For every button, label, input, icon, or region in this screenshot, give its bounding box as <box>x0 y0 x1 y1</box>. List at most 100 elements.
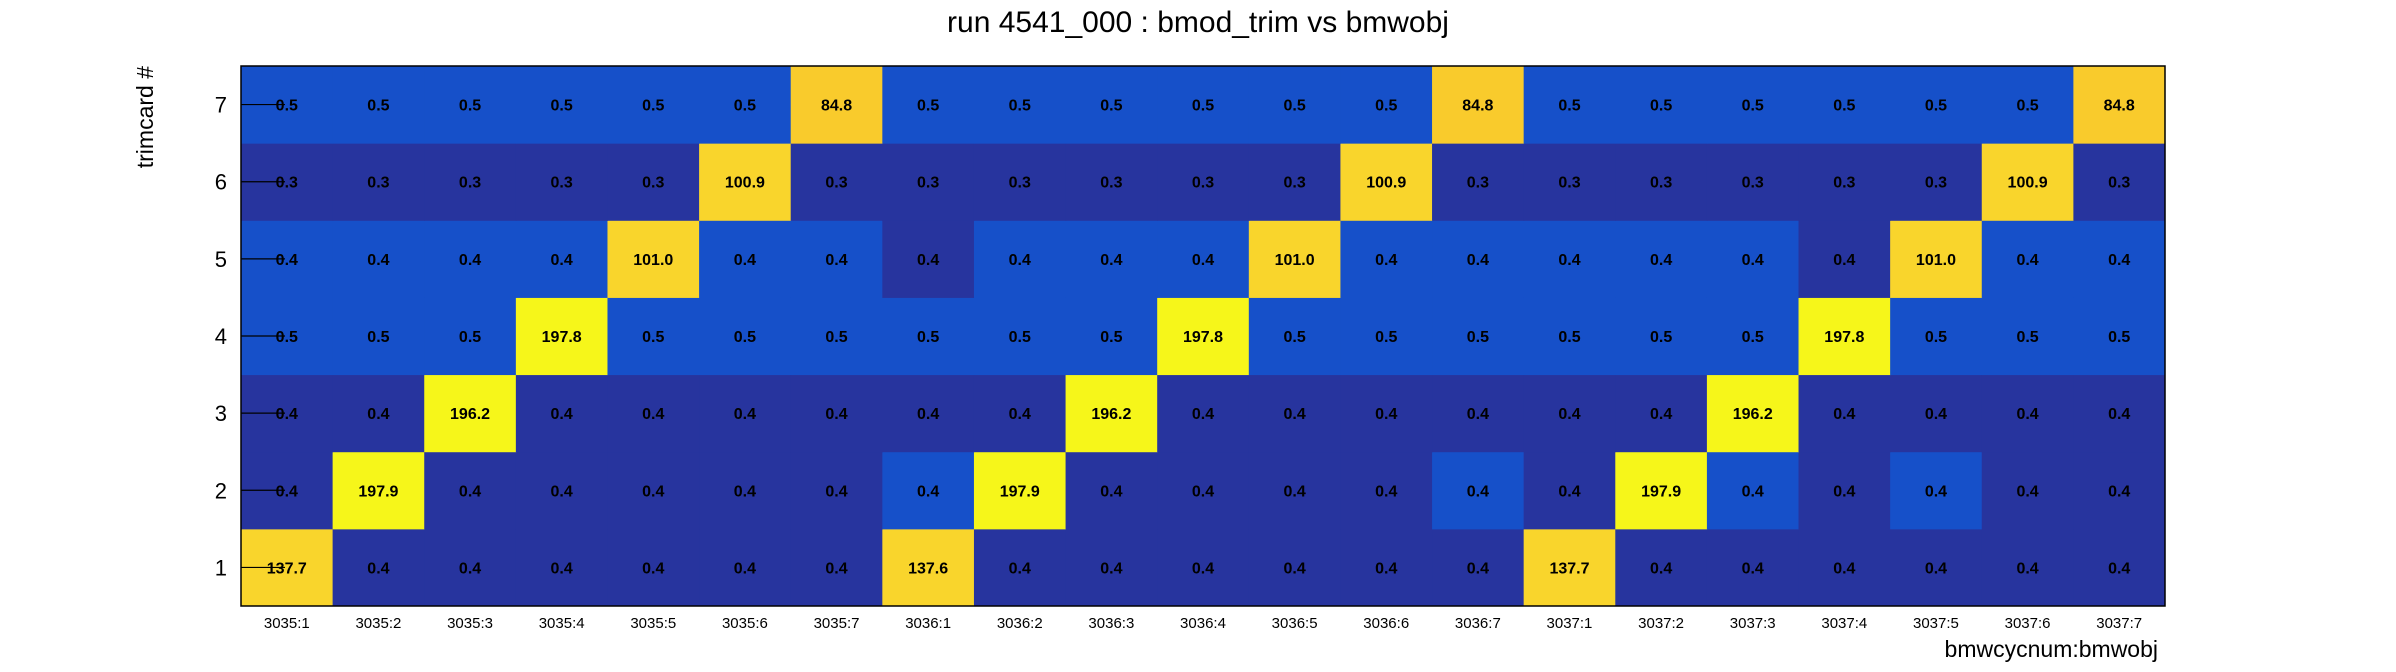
cell-value-label: 0.5 <box>642 98 664 115</box>
heatmap-cell <box>1248 66 1341 144</box>
x-tick-label: 3037:5 <box>1913 615 1959 632</box>
cell-value-label: 101.0 <box>1916 252 1956 269</box>
heatmap-cell <box>1890 220 1983 298</box>
heatmap-cell <box>424 528 517 607</box>
cell-value-label: 0.4 <box>917 406 939 423</box>
cell-value-label: 0.4 <box>917 483 939 500</box>
heatmap-cell <box>607 143 700 221</box>
x-tick-label: 3037:4 <box>1821 615 1867 632</box>
heatmap-cell <box>1157 220 1250 298</box>
cell-value-label: 0.4 <box>825 252 847 269</box>
y-tick-label: 6 <box>215 170 227 195</box>
heatmap-cell <box>790 143 883 221</box>
heatmap-cell <box>973 66 1067 144</box>
cell-value-label: 0.5 <box>1925 329 1947 346</box>
x-axis-title: bmwcycnum:bmwobj <box>1945 636 2158 662</box>
heatmap-cell <box>1890 297 1983 376</box>
cell-value-label: 0.5 <box>1558 98 1580 115</box>
heatmap-cell <box>790 66 883 144</box>
heatmap-cell <box>1157 66 1250 144</box>
heatmap-cell <box>332 143 425 221</box>
heatmap-cell <box>1798 220 1891 298</box>
heatmap-cell <box>607 528 700 607</box>
cell-value-label: 0.5 <box>2016 329 2038 346</box>
heatmap-cell <box>790 451 883 530</box>
cell-value-label: 0.4 <box>734 483 756 500</box>
chart-title: run 4541_000 : bmod_trim vs bmwobj <box>947 6 1449 39</box>
heatmap-cell <box>1981 451 2074 530</box>
cell-value-label: 0.5 <box>1009 329 1031 346</box>
heatmap-cell <box>424 297 517 376</box>
heatmap-cell <box>1248 528 1341 607</box>
cell-value-label: 0.4 <box>1558 252 1580 269</box>
heatmap-cell <box>1432 220 1525 298</box>
heatmap-cell <box>1340 451 1433 530</box>
cell-value-label: 0.4 <box>1833 406 1855 423</box>
y-tick-label: 2 <box>215 478 227 503</box>
cell-value-label: 0.5 <box>734 329 756 346</box>
cell-value-label: 0.4 <box>551 483 573 500</box>
heatmap-cell <box>332 220 425 298</box>
heatmap-cell <box>973 143 1067 221</box>
cell-value-label: 0.4 <box>825 560 847 577</box>
cell-value-label: 0.4 <box>1375 483 1397 500</box>
heatmap-cell <box>607 297 700 376</box>
y-tick-label: 1 <box>215 555 227 580</box>
x-tick-label: 3036:7 <box>1455 615 1501 632</box>
heatmap-cell <box>1981 374 2074 453</box>
cell-value-label: 0.3 <box>1192 175 1214 192</box>
cell-value-label: 0.4 <box>734 560 756 577</box>
heatmap-cell <box>332 66 425 144</box>
cell-value-label: 0.4 <box>1192 560 1214 577</box>
cell-value-label: 0.3 <box>276 175 298 192</box>
heatmap-cell <box>882 374 975 453</box>
heatmap-cell <box>1981 143 2074 221</box>
heatmap-cell <box>1157 528 1250 607</box>
cell-value-label: 0.3 <box>551 175 573 192</box>
heatmap-cell <box>1248 220 1341 298</box>
cell-value-label: 101.0 <box>1275 252 1315 269</box>
cell-value-label: 0.3 <box>825 175 847 192</box>
cell-value-label: 0.4 <box>551 406 573 423</box>
cell-value-label: 197.9 <box>1641 483 1681 500</box>
cell-value-label: 0.4 <box>1650 252 1672 269</box>
cell-value-label: 0.5 <box>1100 329 1122 346</box>
cell-value-label: 0.4 <box>825 406 847 423</box>
heatmap-cell <box>1523 220 1616 298</box>
cell-value-label: 0.5 <box>1650 98 1672 115</box>
cell-value-label: 0.5 <box>551 98 573 115</box>
heatmap-cell <box>1340 297 1433 376</box>
cell-value-label: 0.3 <box>459 175 481 192</box>
cell-value-label: 0.5 <box>2016 98 2038 115</box>
cell-value-label: 0.4 <box>825 483 847 500</box>
y-tick-label: 3 <box>215 401 227 426</box>
cell-value-label: 0.5 <box>459 329 481 346</box>
cell-value-label: 0.4 <box>1650 406 1672 423</box>
cell-value-label: 0.4 <box>1100 483 1122 500</box>
x-tick-label: 3036:5 <box>1272 615 1318 632</box>
heatmap-cell <box>1340 143 1433 221</box>
heatmap-cell <box>1065 66 1158 144</box>
cell-value-label: 0.4 <box>2016 483 2038 500</box>
cell-value-label: 101.0 <box>633 252 673 269</box>
heatmap-cell <box>1706 66 1800 144</box>
heatmap-cell <box>1248 143 1341 221</box>
heatmap-cell <box>1065 374 1158 453</box>
heatmap-cell <box>973 451 1067 530</box>
cell-value-label: 0.5 <box>1650 329 1672 346</box>
heatmap-cell <box>1523 66 1616 144</box>
cell-value-label: 100.9 <box>2008 175 2048 192</box>
cell-value-label: 0.4 <box>1833 560 1855 577</box>
heatmap-cell <box>1340 66 1433 144</box>
cell-value-label: 0.3 <box>1742 175 1764 192</box>
heatmap-cell <box>515 374 608 453</box>
cell-value-label: 0.4 <box>1833 483 1855 500</box>
axes: 1 2 3 4 5 6 7 3035:1 3035:2 3035:3 3035:4 3035:5 303… <box>215 93 2142 632</box>
cell-value-label: 0.4 <box>1467 483 1489 500</box>
cell-value-label: 0.4 <box>1467 406 1489 423</box>
heatmap-cell <box>1981 528 2074 607</box>
cell-value-label: 196.2 <box>450 406 490 423</box>
cell-value-label: 0.3 <box>367 175 389 192</box>
heatmap-cell <box>1340 374 1433 453</box>
